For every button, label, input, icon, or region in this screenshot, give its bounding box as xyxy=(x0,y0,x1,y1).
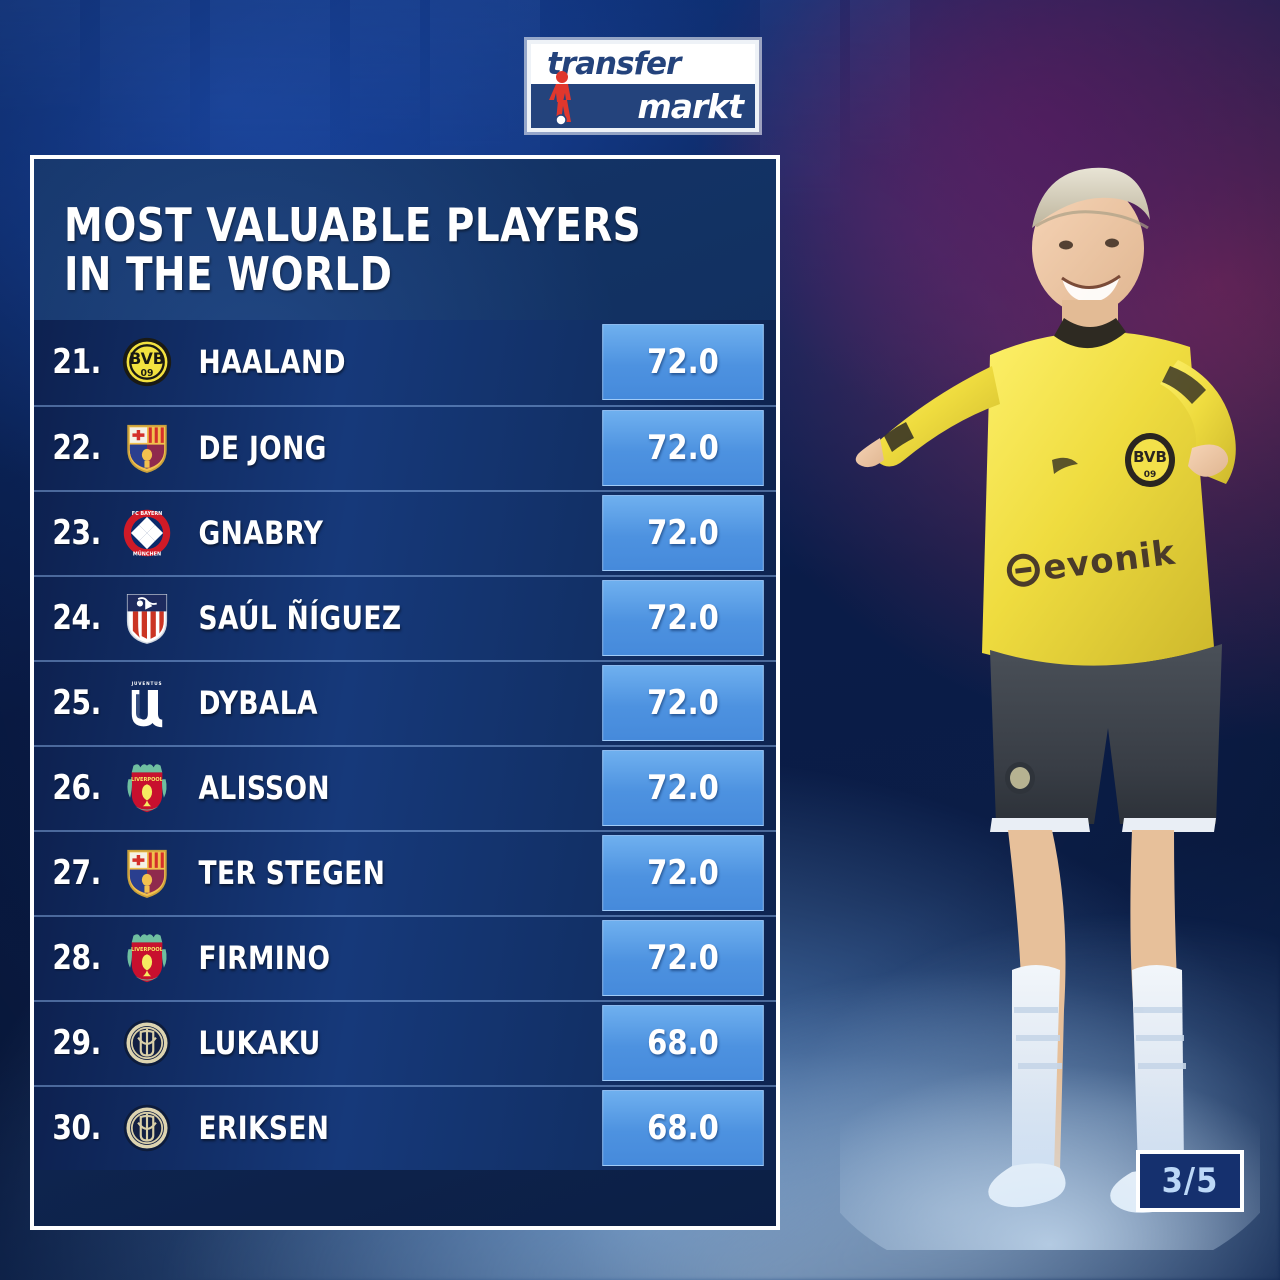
club-crest xyxy=(112,1018,182,1068)
rank-label: 27. xyxy=(52,853,101,893)
market-value: 68.0 xyxy=(602,1090,764,1166)
table-row[interactable]: 22. DE JONG 72.0 xyxy=(34,404,776,490)
crest-fc-barcelona-icon xyxy=(127,849,167,898)
svg-text:09: 09 xyxy=(141,368,154,379)
crest-liverpool-icon: LIVERPOOL xyxy=(127,763,167,812)
svg-text:BVB: BVB xyxy=(129,349,165,368)
crest-liverpool-icon: LIVERPOOL xyxy=(127,933,167,982)
ranking-card: MOST VALUABLE PLAYERS IN THE WORLD NEW M… xyxy=(30,155,780,1230)
player-name: DYBALA xyxy=(198,684,318,722)
club-crest: FC BAYERN MÜNCHEN xyxy=(112,508,182,558)
svg-text:LIVERPOOL: LIVERPOOL xyxy=(131,946,164,952)
market-value: 68.0 xyxy=(602,1005,764,1081)
footballer-icon xyxy=(545,70,579,126)
rank-label: 25. xyxy=(52,683,101,723)
page-title-line1: MOST VALUABLE PLAYERS xyxy=(64,198,642,252)
logo-word-markt: markt xyxy=(637,86,744,126)
rank-label: 21. xyxy=(52,342,101,382)
table-row[interactable]: 24. SAÚL ÑÍGUEZ 72.0 xyxy=(34,574,776,660)
crest-juventus-icon: JUVENTUS xyxy=(131,680,163,727)
club-crest: LIVERPOOL xyxy=(112,762,182,815)
player-name: GNABRY xyxy=(198,514,324,552)
table-row[interactable]: 26. LIVERPOOL ALISSON 72.0 xyxy=(34,744,776,830)
rank-label: 30. xyxy=(52,1108,101,1148)
player-name: DE JONG xyxy=(198,429,327,467)
card-header: MOST VALUABLE PLAYERS IN THE WORLD NEW M… xyxy=(34,159,776,366)
market-value: 72.0 xyxy=(602,750,764,826)
player-name: HAALAND xyxy=(198,343,346,381)
ranking-list: 21. BVB 09 HAALAND 72.0 22. DE JONG 72.0 23. xyxy=(34,319,776,1170)
club-crest xyxy=(112,422,182,474)
market-value: 72.0 xyxy=(602,665,764,741)
club-crest xyxy=(112,847,182,899)
player-name: TER STEGEN xyxy=(198,854,386,892)
table-row[interactable]: 21. BVB 09 HAALAND 72.0 xyxy=(34,319,776,405)
club-crest: JUVENTUS xyxy=(112,678,182,729)
table-row[interactable]: 28. LIVERPOOL FIRMINO 72.0 xyxy=(34,914,776,1000)
market-value: 72.0 xyxy=(602,324,764,400)
crest-bayern-munich-icon: FC BAYERN MÜNCHEN xyxy=(123,509,171,557)
svg-text:09: 09 xyxy=(1144,470,1157,480)
logo-word-transfer: transfer xyxy=(547,46,681,82)
svg-text:LIVERPOOL: LIVERPOOL xyxy=(131,776,164,782)
player-name: ALISSON xyxy=(198,769,330,807)
svg-text:FC BAYERN: FC BAYERN xyxy=(132,511,163,517)
market-value: 72.0 xyxy=(602,495,764,571)
crest-borussia-dortmund-icon: BVB 09 xyxy=(122,337,172,387)
rank-label: 23. xyxy=(52,513,101,553)
page-indicator: 3/5 xyxy=(1136,1150,1244,1212)
table-row[interactable]: 30. ERIKSEN 68.0 xyxy=(34,1084,776,1170)
logo-top-band: transfer xyxy=(531,44,755,84)
market-value: 72.0 xyxy=(602,580,764,656)
player-name: FIRMINO xyxy=(198,939,331,977)
market-value: 72.0 xyxy=(602,835,764,911)
player-photo-haaland: BVB 09 evonik xyxy=(840,130,1260,1250)
rank-label: 26. xyxy=(52,768,101,808)
rank-label: 24. xyxy=(52,598,101,638)
crest-inter-milan-icon xyxy=(123,1104,171,1152)
svg-text:BVB: BVB xyxy=(1133,448,1167,466)
table-row[interactable]: 25. JUVENTUS DYBALA 72.0 xyxy=(34,659,776,745)
svg-text:MÜNCHEN: MÜNCHEN xyxy=(133,550,161,557)
club-crest: LIVERPOOL xyxy=(112,932,182,985)
club-crest xyxy=(112,1103,182,1153)
club-crest: BVB 09 xyxy=(112,336,182,388)
transfermarkt-logo[interactable]: transfer markt xyxy=(527,40,759,132)
player-name: SAÚL ÑÍGUEZ xyxy=(198,599,402,637)
rank-label: 29. xyxy=(52,1023,101,1063)
player-name: ERIKSEN xyxy=(198,1109,330,1147)
rank-label: 22. xyxy=(52,428,101,468)
crest-inter-milan-icon xyxy=(123,1019,171,1067)
market-value: 72.0 xyxy=(602,410,764,486)
player-name: LUKAKU xyxy=(198,1024,321,1062)
table-row[interactable]: 23. FC BAYERN MÜNCHEN GNABRY 72.0 xyxy=(34,489,776,575)
table-row[interactable]: 27. TER STEGEN 72.0 xyxy=(34,829,776,915)
club-crest xyxy=(112,592,182,645)
market-value: 72.0 xyxy=(602,920,764,996)
crest-atletico-madrid-icon xyxy=(126,593,168,644)
logo-bottom-band: markt xyxy=(531,71,755,128)
page-title-line2: IN THE WORLD xyxy=(64,246,393,301)
table-row[interactable]: 29. LUKAKU 68.0 xyxy=(34,999,776,1085)
svg-text:JUVENTUS: JUVENTUS xyxy=(131,680,163,685)
rank-label: 28. xyxy=(52,938,101,978)
crest-fc-barcelona-icon xyxy=(127,424,167,473)
